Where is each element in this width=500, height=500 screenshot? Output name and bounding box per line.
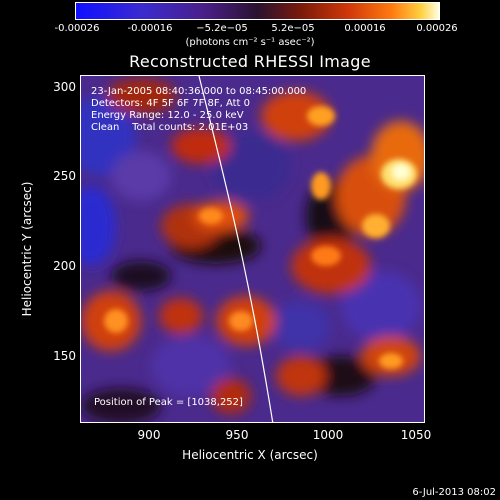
x-tick-label: 1000	[312, 428, 344, 442]
x-tick-label: 950	[225, 428, 249, 442]
y-axis: 300 250 200 150	[38, 0, 80, 500]
image-map	[81, 76, 424, 422]
solar-limb-line	[198, 76, 274, 422]
y-tick-label: 200	[53, 259, 76, 273]
x-axis-label: Heliocentric X (arcsec)	[182, 448, 318, 462]
plot-title: Reconstructed RHESSI Image	[129, 52, 371, 71]
info-detectors: Detectors: 4F 5F 6F 7F 8F, Att 0	[91, 98, 251, 109]
observation-info: 23-Jan-2005 08:40:36.000 to 08:45:00.000…	[91, 86, 306, 134]
colorbar-tick-label: −5.2e−05	[196, 23, 248, 34]
y-tick-label: 250	[53, 169, 76, 183]
colorbar	[75, 2, 440, 20]
info-clean: Clean Total counts: 2.01E+03	[91, 122, 249, 133]
x-tick-label: 1050	[400, 428, 432, 442]
y-axis-label: Heliocentric Y (arcsec)	[20, 181, 34, 317]
peak-position: Position of Peak = [1038,252]	[94, 397, 243, 408]
colorbar-tick-labels: -0.00026 -0.00016 −5.2e−05 5.2e−05 0.000…	[55, 20, 458, 34]
colorbar-tick-label: -0.00026	[54, 23, 100, 34]
x-axis: 900 950 1000 1050	[0, 428, 500, 444]
y-tick-label: 150	[53, 349, 76, 363]
image-emission-blobs	[81, 78, 424, 422]
colorbar-tick-label: 5.2e−05	[271, 23, 315, 34]
timestamp: 6-Jul-2013 08:02	[412, 487, 496, 498]
x-tick-label: 900	[137, 428, 161, 442]
image-bright-cores	[104, 106, 417, 369]
colorbar-units: (photons cm⁻² s⁻¹ asec⁻²)	[185, 37, 315, 48]
colorbar-tick-label: -0.00016	[127, 23, 173, 34]
colorbar-tick-label: 0.00016	[344, 23, 386, 34]
colorbar-tick-label: 0.00026	[416, 23, 458, 34]
y-tick-label: 300	[53, 80, 76, 94]
info-energy: Energy Range: 12.0 - 25.0 keV	[91, 110, 244, 121]
info-time: 23-Jan-2005 08:40:36.000 to 08:45:00.000	[91, 86, 307, 97]
rhessi-image: 23-Jan-2005 08:40:36.000 to 08:45:00.000…	[80, 75, 425, 423]
